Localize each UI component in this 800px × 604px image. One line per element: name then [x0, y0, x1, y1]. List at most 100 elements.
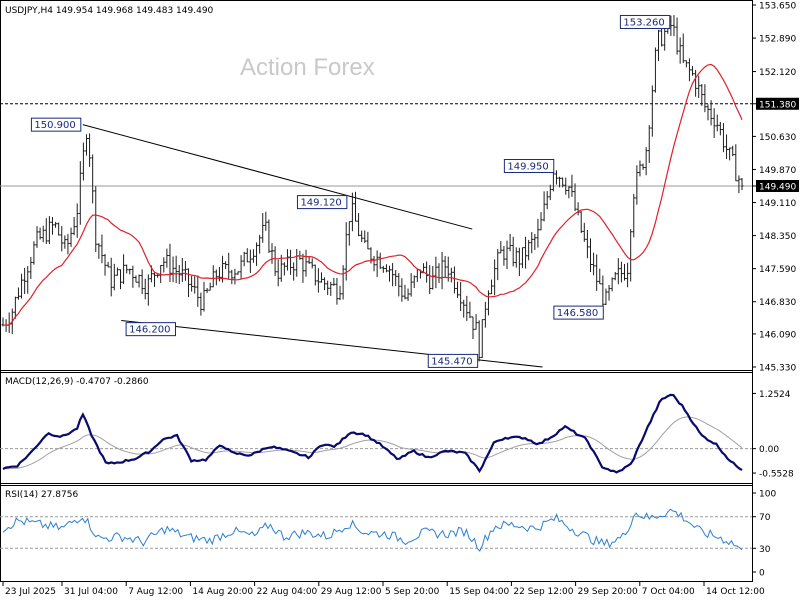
candle	[196, 275, 200, 307]
candle	[106, 261, 110, 268]
time-tick-label: 23 Jul 2025	[5, 587, 56, 597]
candle	[313, 264, 317, 286]
candle	[35, 226, 39, 248]
candle	[57, 222, 61, 236]
time-tick-label: 29 Aug 12:00	[321, 587, 382, 597]
candle	[258, 234, 262, 254]
candle	[165, 248, 169, 268]
svg-text:149.950: 149.950	[507, 161, 548, 172]
candle	[16, 287, 20, 300]
candle	[128, 268, 132, 275]
price-panel-title: USDJPY,H4 149.954 149.968 149.483 149.49…	[5, 6, 214, 16]
candle	[502, 245, 506, 266]
candle	[347, 220, 351, 246]
price-tag-151.380: 151.380	[756, 97, 799, 110]
candle	[737, 175, 741, 194]
candle	[480, 319, 484, 359]
candle	[561, 177, 565, 188]
candle	[118, 269, 122, 290]
candle	[626, 262, 630, 288]
candle	[388, 265, 392, 282]
candle	[211, 265, 215, 288]
candle	[292, 262, 296, 281]
candle	[29, 256, 33, 280]
candle	[585, 229, 589, 259]
candle	[66, 233, 70, 255]
rsi-tick-label: 0	[759, 569, 765, 579]
candle	[301, 253, 305, 283]
candle	[728, 147, 732, 161]
candle	[548, 184, 552, 201]
candle	[709, 100, 713, 126]
macd-tick-label: 1.2524	[759, 390, 791, 400]
candle	[703, 84, 707, 113]
candle	[517, 247, 521, 277]
candle	[406, 288, 410, 301]
candle	[542, 191, 546, 222]
candle	[264, 211, 268, 231]
candle	[125, 264, 129, 274]
candle	[205, 288, 209, 294]
candle	[54, 221, 58, 228]
candle	[273, 246, 277, 276]
candle	[384, 264, 388, 273]
price-label-150.900: 150.900	[30, 117, 82, 132]
price-tick-label: 149.870	[759, 166, 796, 176]
price-tag-149.490: 149.490	[756, 180, 799, 193]
candle	[456, 281, 460, 298]
price-label-149.120: 149.120	[296, 195, 348, 210]
candle	[493, 259, 497, 296]
candle	[706, 104, 710, 121]
svg-text:149.490: 149.490	[759, 183, 796, 193]
candle	[251, 249, 255, 263]
candle	[375, 250, 379, 278]
candle	[533, 233, 537, 250]
candle	[38, 227, 42, 240]
candle	[740, 177, 744, 191]
candle	[360, 230, 364, 243]
price-tick-label: 148.350	[759, 232, 796, 242]
candle	[545, 191, 549, 210]
candle	[255, 242, 259, 266]
candle	[734, 144, 738, 182]
price-tick-label: 150.630	[759, 133, 796, 143]
candle	[579, 211, 583, 234]
candle	[103, 253, 107, 276]
candle	[112, 263, 116, 291]
candle	[511, 236, 515, 267]
candle	[227, 252, 231, 280]
candle	[477, 320, 481, 362]
time-tick-label: 15 Sep 04:00	[449, 587, 509, 597]
price-label-146.580: 146.580	[553, 305, 604, 320]
candle	[422, 263, 426, 274]
candle	[490, 279, 494, 295]
candle	[675, 17, 679, 55]
candle	[162, 257, 166, 273]
candle	[140, 269, 144, 295]
candle	[134, 275, 138, 283]
candle	[465, 295, 469, 321]
candle	[50, 216, 54, 235]
candle	[233, 268, 237, 285]
candle	[344, 222, 348, 281]
candle	[341, 265, 345, 300]
candle	[202, 281, 206, 312]
candle	[193, 276, 197, 294]
candle	[514, 247, 518, 268]
rsi-tick-label: 30	[759, 545, 771, 555]
candle	[239, 255, 243, 280]
candle	[187, 268, 191, 298]
candle	[261, 213, 265, 243]
candle	[524, 236, 528, 269]
candle	[323, 277, 327, 291]
candle	[190, 275, 194, 292]
candle	[47, 216, 51, 244]
candle	[607, 284, 611, 301]
price-tick-label: 152.890	[759, 35, 796, 45]
candle	[539, 212, 543, 231]
candle	[285, 249, 289, 271]
price-tick-label: 153.650	[759, 2, 796, 12]
candle	[199, 292, 203, 316]
